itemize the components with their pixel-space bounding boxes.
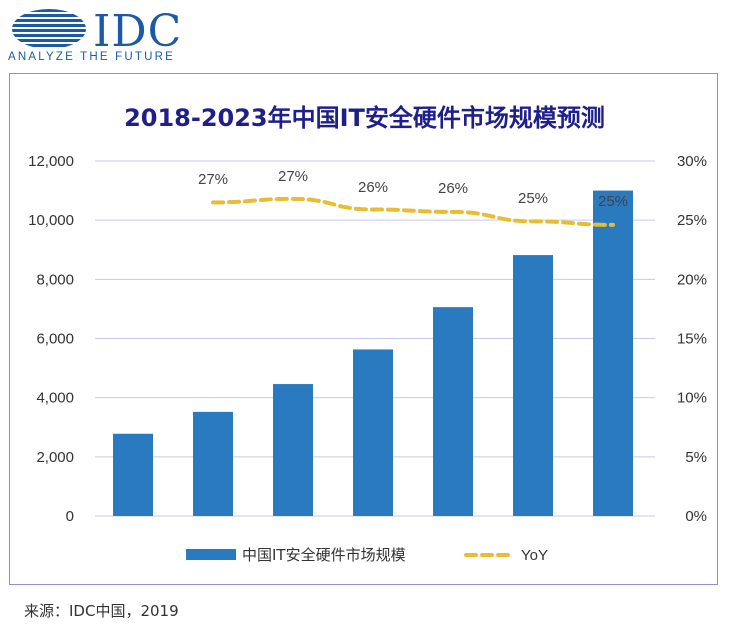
bar-2 [193, 411, 233, 516]
legend-bar-label: 中国IT安全硬件市场规模 [242, 546, 406, 564]
yoy-data-label: 27% [278, 168, 308, 185]
chart-title: 2018-2023年中国IT安全硬件市场规模预测 [124, 104, 605, 132]
yoy-line [211, 196, 615, 227]
yoy-data-label: 27% [198, 171, 228, 188]
logo-brand: IDC [93, 6, 183, 57]
y-right-tick-label: 0% [685, 508, 707, 525]
bar-7 [593, 190, 633, 517]
y-left-tick-label: 2,000 [36, 449, 74, 466]
logo-tagline: ANALYZE THE FUTURE [8, 51, 175, 63]
globe-icon [12, 9, 86, 47]
yoy-data-label: 25% [518, 190, 548, 207]
yoy-data-label: 25% [598, 193, 628, 210]
y-left-tick-label: 6,000 [36, 331, 74, 348]
y-right-tick-label: 30% [677, 153, 707, 170]
legend-line-label: YoY [521, 547, 548, 564]
yoy-data-label: 26% [438, 180, 468, 197]
yoy-data-label: 26% [358, 179, 388, 196]
y-right-tick-label: 25% [677, 212, 707, 229]
legend-bar-swatch [186, 549, 236, 560]
idc-logo: IDC ANALYZE THE FUTURE [8, 6, 198, 66]
y-left-tick-label: 10,000 [28, 212, 74, 229]
chart-frame [9, 73, 718, 585]
y-right-tick-label: 15% [677, 331, 707, 348]
bar-4 [353, 349, 393, 516]
bar-3 [273, 384, 313, 516]
y-left-tick-label: 0 [66, 508, 74, 525]
y-right-tick-label: 20% [677, 271, 707, 288]
y-left-tick-label: 12,000 [28, 153, 74, 170]
source-note: 来源：IDC中国，2019 [24, 602, 179, 620]
y-left-tick-label: 4,000 [36, 390, 74, 407]
y-right-tick-label: 5% [685, 449, 707, 466]
y-right-tick-label: 10% [677, 390, 707, 407]
bar-1 [113, 433, 153, 516]
y-left-tick-label: 8,000 [36, 271, 74, 288]
bar-5 [433, 307, 473, 516]
bar-6 [513, 255, 553, 516]
